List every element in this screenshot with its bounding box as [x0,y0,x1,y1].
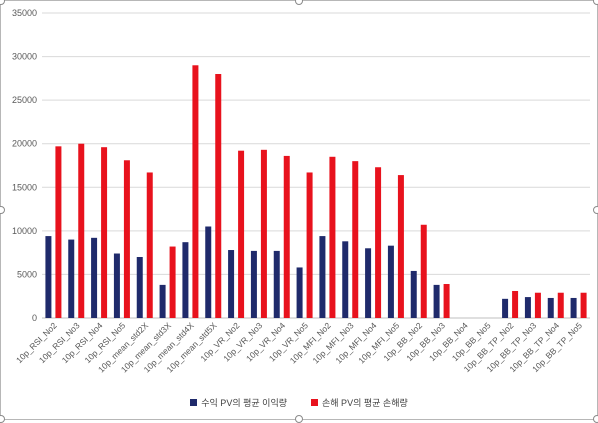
bar-loss[interactable] [534,292,541,318]
legend-item-loss[interactable]: 손해 PV의 평균 손해량 [311,396,408,409]
y-tick-label: 30000 [12,52,37,62]
bar-profit[interactable] [45,236,52,318]
bar-profit[interactable] [91,237,98,318]
legend-label-profit: 수익 PV의 평균 이익량 [201,398,287,408]
bar-profit[interactable] [502,298,509,318]
bar-profit[interactable] [182,242,189,318]
bar-loss[interactable] [557,292,564,318]
x-axis-ticks: 10p_RSI_No210p_RSI_No310p_RSI_No410p_RSI… [14,320,584,374]
bar-loss[interactable] [123,160,130,318]
bar-loss[interactable] [238,150,245,318]
gridlines [42,12,590,319]
bar-loss[interactable] [260,149,267,318]
y-tick-label: 25000 [12,95,37,105]
bar-loss[interactable] [146,172,153,318]
bar-loss[interactable] [192,65,199,319]
legend-swatch-profit [190,399,198,406]
bar-loss[interactable] [283,155,290,318]
bar-profit[interactable] [113,253,120,318]
bar-loss[interactable] [55,146,62,318]
bar-loss[interactable] [306,172,313,318]
bar-loss[interactable] [352,161,359,318]
bar-loss[interactable] [375,167,382,318]
resize-handle-top-right[interactable] [593,0,598,5]
resize-handle-bottom-left[interactable] [0,415,5,423]
bar-profit[interactable] [159,284,166,318]
bar-profit[interactable] [205,226,212,319]
bar-profit[interactable] [228,250,235,318]
bar-loss[interactable] [512,290,519,318]
bar-loss[interactable] [420,224,427,318]
y-axis-ticks: 0 5000 10000 15000 20000 25000 30000 35000 [12,8,37,323]
y-tick-label: 10000 [12,226,37,236]
bar-profit[interactable] [524,297,531,318]
resize-handle-bottom-center[interactable] [295,415,303,423]
bar-profit[interactable] [273,250,280,318]
resize-handle-bottom-right[interactable] [593,415,598,423]
bar-loss[interactable] [397,175,404,318]
legend-label-loss: 손해 PV의 평균 손해량 [322,398,408,408]
bar-profit[interactable] [319,236,326,318]
bar-profit[interactable] [365,248,372,318]
resize-handle-top-left[interactable] [0,0,5,5]
bar-profit[interactable] [136,257,143,318]
legend[interactable]: 수익 PV의 평균 이익량 손해 PV의 평균 손해량 [0,396,598,409]
y-tick-label: 15000 [12,182,37,192]
resize-handle-top-center[interactable] [295,0,303,5]
resize-handle-middle-right[interactable] [593,206,598,214]
bars[interactable] [45,65,587,319]
bar-loss[interactable] [215,74,222,318]
bar-chart[interactable]: 0 5000 10000 15000 20000 25000 30000 35000 10p_… [0,0,598,400]
bar-loss[interactable] [329,156,336,318]
resize-handle-middle-left[interactable] [0,206,5,214]
legend-swatch-loss [311,399,318,406]
bar-profit[interactable] [410,270,417,318]
y-tick-label: 5000 [17,269,37,279]
bar-profit[interactable] [570,297,577,318]
bar-loss[interactable] [169,246,176,318]
bar-profit[interactable] [250,250,257,318]
legend-item-profit[interactable]: 수익 PV의 평균 이익량 [190,396,287,409]
y-tick-label: 20000 [12,139,37,149]
bar-profit[interactable] [387,245,394,318]
bar-loss[interactable] [101,147,108,318]
bar-profit[interactable] [68,239,75,318]
bar-loss[interactable] [580,292,587,318]
bar-loss[interactable] [443,284,450,318]
bar-profit[interactable] [296,267,303,318]
bar-profit[interactable] [342,241,349,318]
bar-loss[interactable] [78,143,85,318]
bar-profit[interactable] [433,284,440,318]
bar-profit[interactable] [547,297,554,318]
y-tick-label: 35000 [12,8,37,18]
y-tick-label: 0 [32,313,37,323]
